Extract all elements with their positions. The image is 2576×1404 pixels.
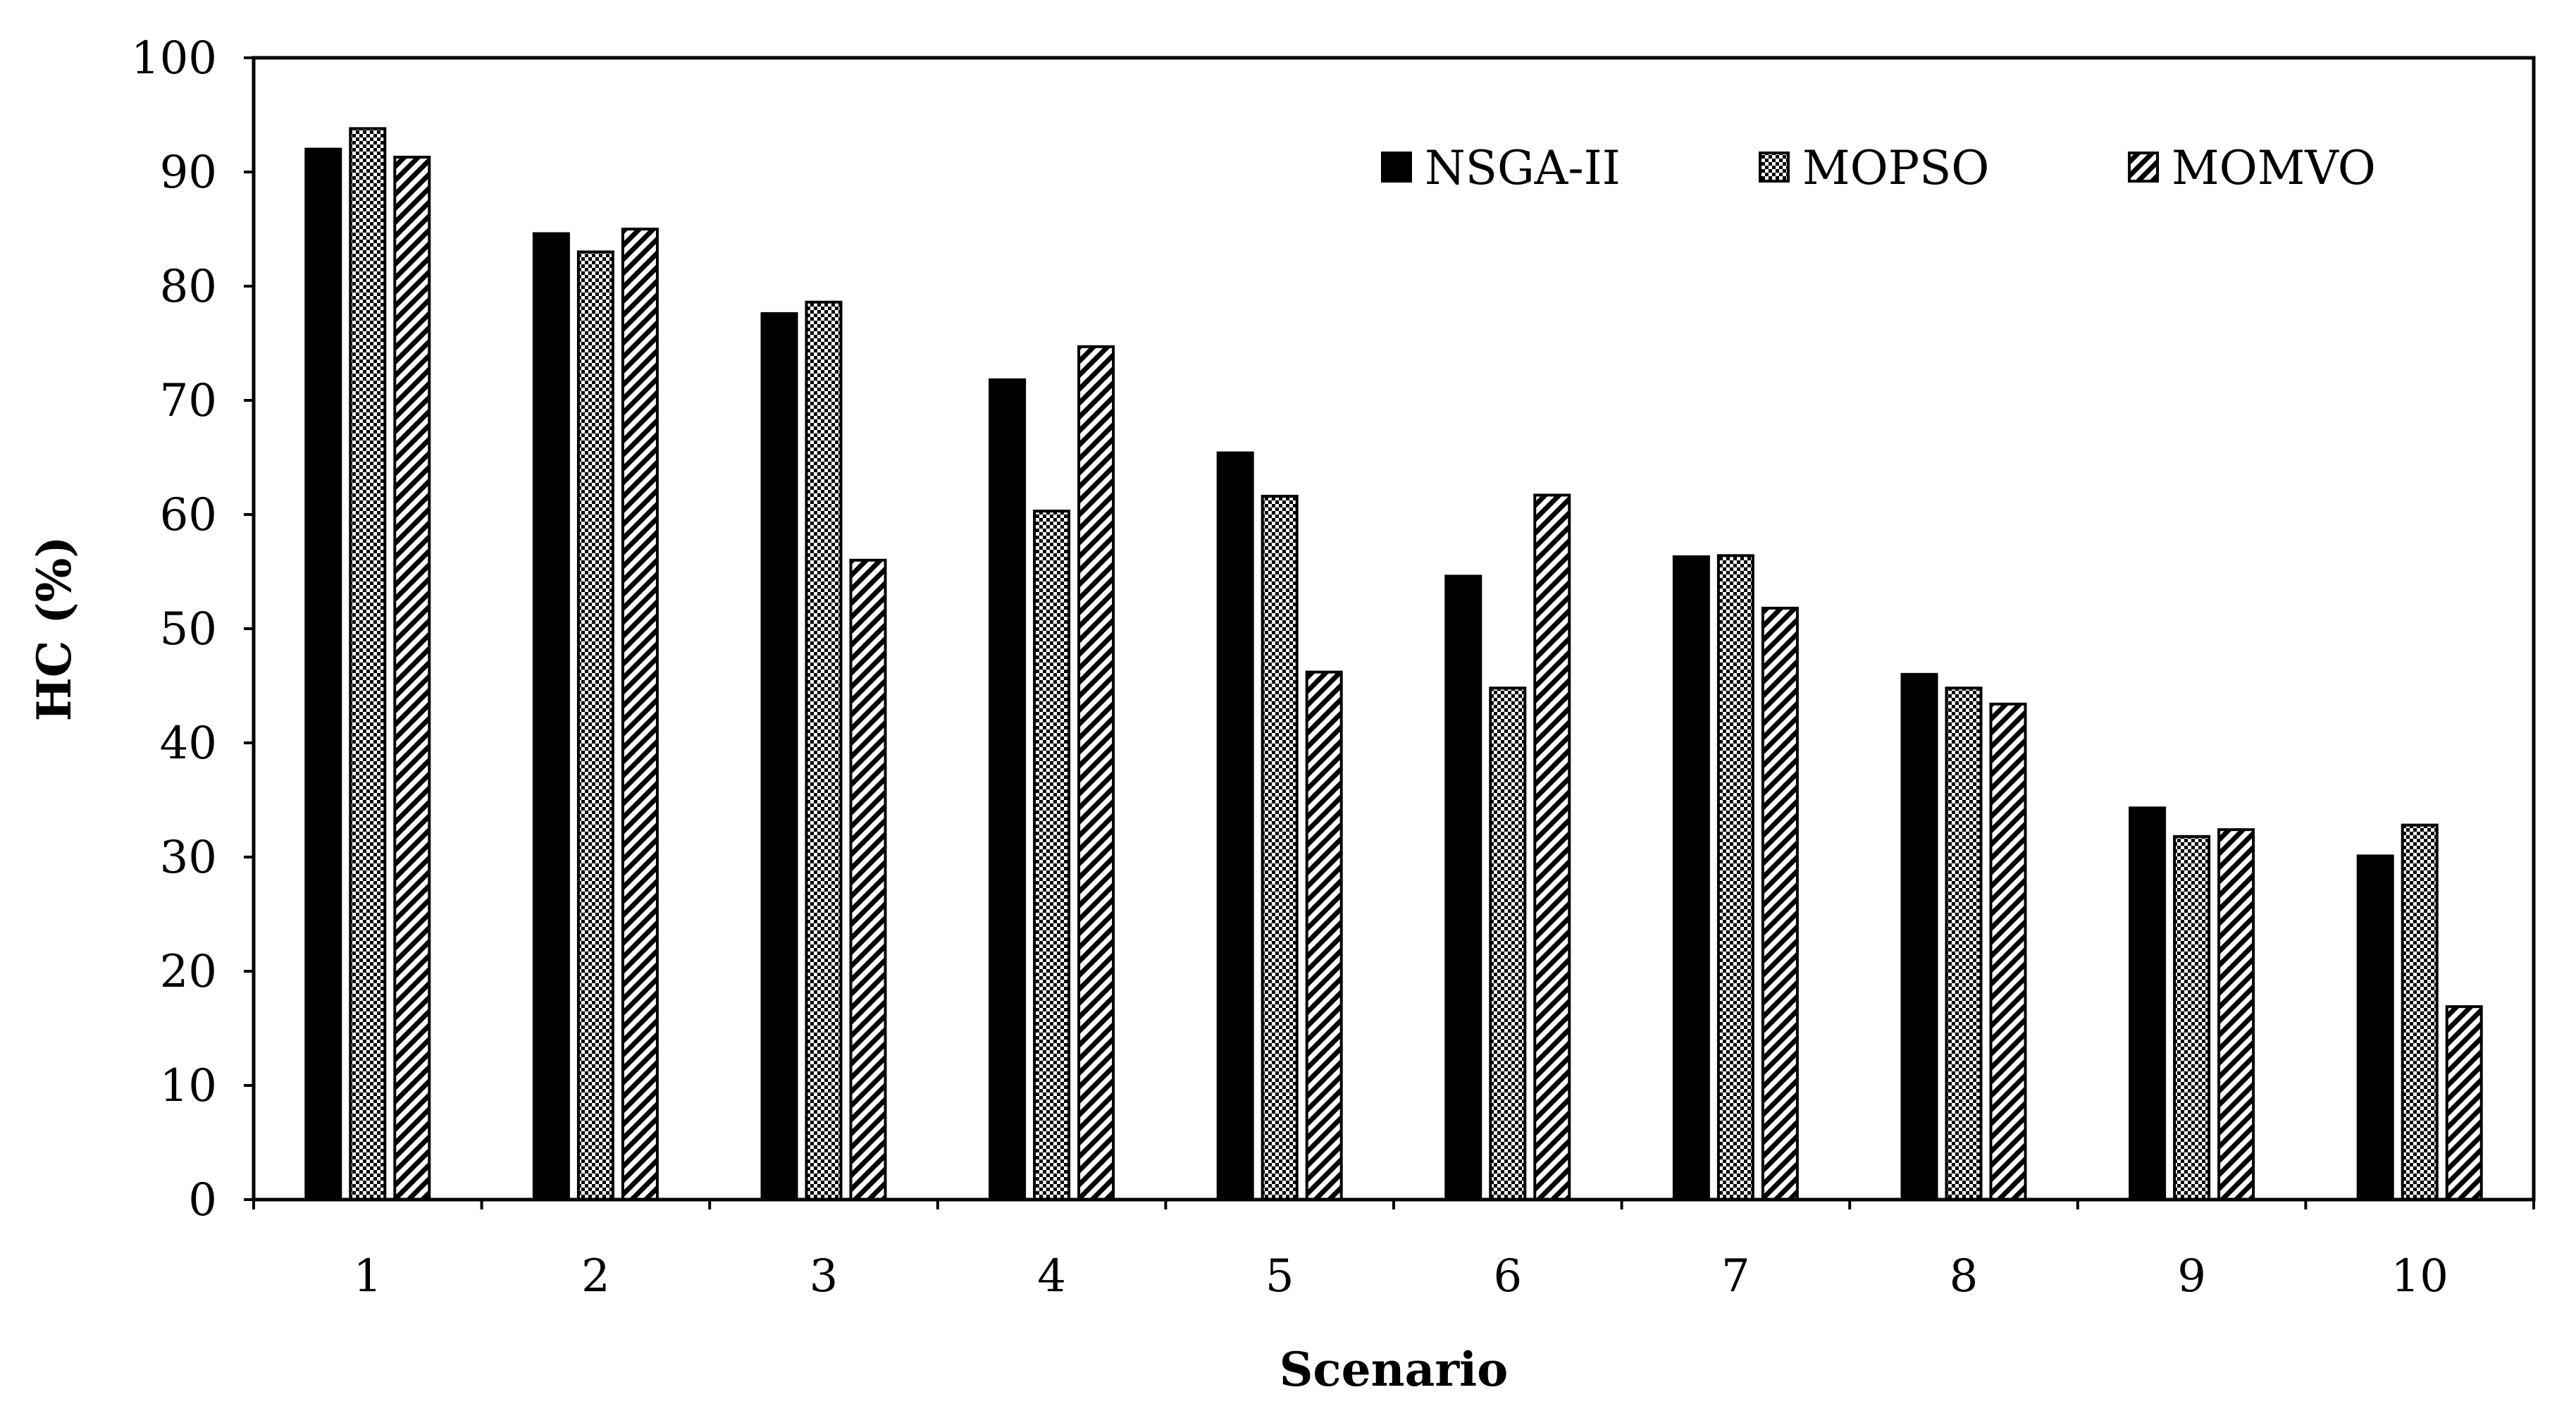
- x-tick-label: 5: [1265, 1250, 1294, 1303]
- x-tick-label: 6: [1493, 1250, 1522, 1303]
- bar-mopso-scenario-9: [2173, 835, 2211, 1201]
- y-axis-tick-labels: 0 10 20 30 40 50 60 70 80 90 100: [131, 32, 217, 1226]
- plot-area-frame: [252, 56, 2536, 1202]
- bar-momvo-scenario-6: [1533, 493, 1571, 1201]
- bar-nsga-ii-scenario-1: [304, 147, 342, 1202]
- legend-label-mopso: MOPSO: [1802, 141, 1989, 195]
- x-tick-label: 2: [581, 1250, 610, 1303]
- bar-nsga-ii-scenario-2: [532, 232, 570, 1202]
- y-tick-label: 100: [131, 32, 217, 85]
- bar-nsga-ii-scenario-7: [1672, 555, 1710, 1201]
- x-tick-label: 10: [2391, 1250, 2448, 1303]
- y-tick-label: 90: [160, 147, 217, 199]
- y-tick-label: 50: [160, 603, 217, 655]
- bar-nsga-ii-scenario-10: [2356, 854, 2394, 1201]
- bar-momvo-scenario-3: [849, 558, 887, 1201]
- y-tick-label: 70: [160, 375, 217, 427]
- bar-nsga-ii-scenario-6: [1444, 574, 1482, 1201]
- y-tick-label: 60: [160, 489, 217, 541]
- legend: NSGA-II MOPSO MOMVO: [1381, 141, 2376, 195]
- y-tick-label: 10: [160, 1060, 217, 1112]
- x-tick-label: 7: [1721, 1250, 1750, 1303]
- legend-label-nsga-ii: NSGA-II: [1425, 141, 1621, 195]
- bar-mopso-scenario-6: [1489, 686, 1527, 1201]
- bar-momvo-scenario-10: [2445, 1005, 2483, 1201]
- bar-mopso-scenario-2: [576, 250, 614, 1201]
- x-tick-label: 4: [1037, 1250, 1066, 1303]
- bar-momvo-scenario-7: [1761, 606, 1799, 1201]
- legend-label-momvo: MOMVO: [2172, 141, 2376, 195]
- y-tick-label: 20: [160, 946, 217, 998]
- bar-nsga-ii-scenario-9: [2129, 806, 2167, 1201]
- bar-momvo-scenario-4: [1077, 345, 1115, 1201]
- bar-mopso-scenario-3: [805, 300, 843, 1201]
- y-tick-label: 80: [160, 261, 217, 313]
- legend-swatch-mopso: [1759, 152, 1790, 183]
- bar-nsga-ii-scenario-5: [1216, 451, 1254, 1201]
- y-tick-label: 0: [188, 1174, 217, 1226]
- bar-mopso-scenario-10: [2401, 823, 2439, 1201]
- bars-group: [304, 127, 2483, 1202]
- bar-nsga-ii-scenario-4: [989, 378, 1027, 1202]
- bar-momvo-scenario-2: [621, 228, 659, 1201]
- bar-mopso-scenario-7: [1716, 554, 1754, 1201]
- bar-nsga-ii-scenario-8: [1900, 672, 1938, 1201]
- bar-nsga-ii-scenario-3: [760, 312, 798, 1201]
- y-axis-title: HC (%): [27, 536, 82, 721]
- x-tick-label: 9: [2177, 1250, 2206, 1303]
- bar-momvo-scenario-9: [2217, 828, 2255, 1201]
- legend-swatch-momvo: [2128, 152, 2159, 183]
- bar-momvo-scenario-1: [393, 155, 431, 1202]
- y-tick-label: 30: [160, 832, 217, 884]
- x-tick-label: 1: [353, 1250, 382, 1303]
- bar-mopso-scenario-5: [1261, 495, 1299, 1201]
- x-axis-tick-labels: 1 2 3 4 5 6 7 8 9 10: [353, 1250, 2448, 1303]
- x-tick-label: 8: [1950, 1250, 1979, 1303]
- x-axis-title: Scenario: [1280, 1342, 1508, 1397]
- bar-momvo-scenario-5: [1305, 670, 1343, 1201]
- x-tick-label: 3: [810, 1250, 838, 1303]
- bar-mopso-scenario-4: [1033, 510, 1071, 1201]
- bar-momvo-scenario-8: [1989, 702, 2027, 1201]
- y-tick-label: 40: [160, 718, 217, 770]
- bar-mopso-scenario-8: [1945, 686, 1983, 1201]
- bar-mopso-scenario-1: [349, 127, 387, 1202]
- legend-swatch-nsga-ii: [1381, 152, 1412, 183]
